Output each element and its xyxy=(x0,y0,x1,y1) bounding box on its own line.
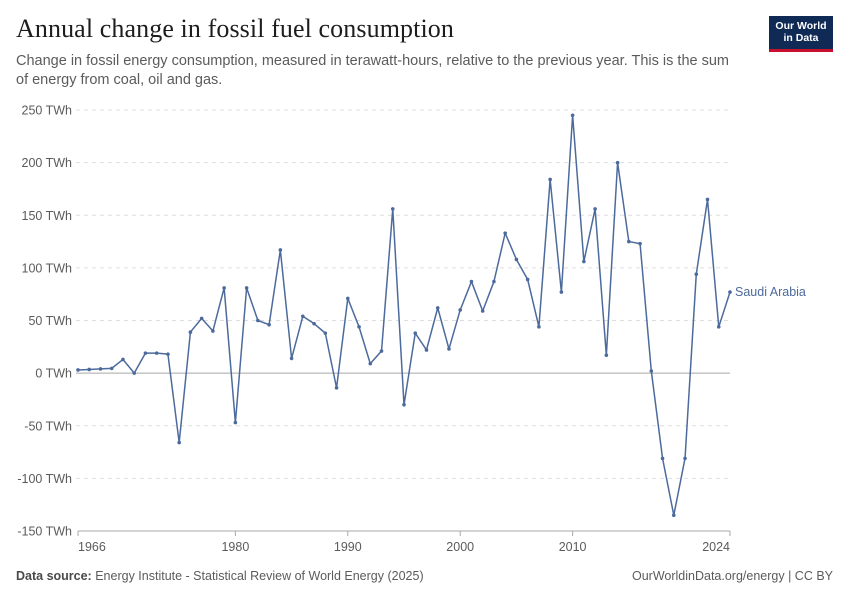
data-point[interactable] xyxy=(121,357,125,362)
data-point[interactable] xyxy=(435,306,440,310)
data-point[interactable] xyxy=(379,349,384,353)
data-point[interactable] xyxy=(593,207,597,211)
data-point[interactable] xyxy=(705,197,710,202)
logo-line-1: Our World xyxy=(775,20,827,32)
chart-title: Annual change in fossil fuel consumption xyxy=(16,14,454,43)
data-point[interactable] xyxy=(357,325,361,329)
data-point[interactable] xyxy=(424,348,429,352)
data-point[interactable] xyxy=(548,177,552,182)
data-point[interactable] xyxy=(76,368,80,372)
y-tick-label: -100 TWh xyxy=(17,472,72,486)
y-tick-label: 150 TWh xyxy=(22,209,73,223)
data-point[interactable] xyxy=(683,456,687,461)
y-tick-label: -50 TWh xyxy=(24,419,72,433)
chart-subtitle: Change in fossil energy consumption, mea… xyxy=(16,53,730,88)
data-point[interactable] xyxy=(109,366,114,371)
data-point[interactable] xyxy=(458,308,463,312)
data-point[interactable] xyxy=(413,331,418,335)
data-point[interactable] xyxy=(177,440,181,445)
x-tick-label: 2010 xyxy=(559,540,587,554)
y-axis-ticks: -150 TWh -100 TWh -50 TWh 0 TWh 50 TWh 100 TW… xyxy=(17,104,72,539)
series-layer[interactable]: Saudi Arabia xyxy=(76,113,806,518)
data-point[interactable] xyxy=(188,330,193,334)
data-point[interactable] xyxy=(368,361,373,366)
data-point[interactable] xyxy=(278,248,283,252)
x-tick-label: 2024 xyxy=(702,540,730,554)
data-point[interactable] xyxy=(728,290,732,294)
y-tick-label: 50 TWh xyxy=(28,314,72,328)
data-point[interactable] xyxy=(390,207,395,211)
data-point[interactable] xyxy=(649,369,654,373)
data-point[interactable] xyxy=(402,402,406,407)
data-point[interactable] xyxy=(132,371,137,375)
data-point[interactable] xyxy=(334,386,339,390)
data-point[interactable] xyxy=(604,353,609,358)
data-point[interactable] xyxy=(87,367,92,372)
data-point[interactable] xyxy=(638,241,642,246)
data-point[interactable] xyxy=(154,351,159,355)
y-tick-label: 100 TWh xyxy=(22,261,73,275)
logo-line-2: in Data xyxy=(783,32,819,44)
data-point[interactable] xyxy=(143,351,148,355)
data-point[interactable] xyxy=(627,239,631,244)
data-source-link[interactable]: Energy Institute - Statistical Review of… xyxy=(95,569,424,583)
data-point[interactable] xyxy=(615,160,620,165)
data-point[interactable] xyxy=(503,231,507,235)
data-point[interactable] xyxy=(582,259,586,264)
line-chart: -150 TWh -100 TWh -50 TWh 0 TWh 50 TWh 100 TW… xyxy=(17,104,806,555)
data-point[interactable] xyxy=(199,316,204,321)
data-point[interactable] xyxy=(671,513,676,518)
y-tick-label: 250 TWh xyxy=(22,104,73,118)
data-source: Data source: Energy Institute - Statisti… xyxy=(16,569,424,583)
data-point[interactable] xyxy=(447,347,451,351)
data-point[interactable] xyxy=(559,290,564,294)
data-point[interactable] xyxy=(301,314,305,319)
data-point[interactable] xyxy=(570,113,575,118)
data-point[interactable] xyxy=(716,325,721,329)
data-point[interactable] xyxy=(323,331,328,335)
data-point[interactable] xyxy=(244,286,249,290)
x-tick-label: 1966 xyxy=(78,540,106,554)
x-tick-label: 1980 xyxy=(221,540,249,554)
data-point[interactable] xyxy=(525,277,530,282)
data-point[interactable] xyxy=(211,329,215,333)
data-point[interactable] xyxy=(694,272,699,276)
data-point[interactable] xyxy=(166,352,170,356)
y-tick-label: 0 TWh xyxy=(35,367,72,381)
data-point[interactable] xyxy=(289,356,294,361)
data-point[interactable] xyxy=(492,279,496,284)
data-source-label: Data source: xyxy=(16,569,92,583)
data-point[interactable] xyxy=(267,322,271,327)
data-point[interactable] xyxy=(480,309,485,313)
owid-logo[interactable]: Our World in Data xyxy=(769,16,833,52)
data-point[interactable] xyxy=(660,456,665,461)
data-point[interactable] xyxy=(345,296,350,301)
series-line-saudi-arabia[interactable] xyxy=(77,114,731,516)
data-point[interactable] xyxy=(98,367,103,371)
y-tick-label: 200 TWh xyxy=(22,156,73,170)
series-label: Saudi Arabia xyxy=(735,285,806,299)
y-tick-label: -150 TWh xyxy=(17,525,72,539)
data-point[interactable] xyxy=(312,321,316,326)
data-point[interactable] xyxy=(256,318,260,323)
data-point[interactable] xyxy=(469,279,474,284)
data-point[interactable] xyxy=(537,325,541,329)
x-axis-ticks: 1966 1980 1990 2000 2010 2024 xyxy=(77,531,731,554)
data-point[interactable] xyxy=(514,257,519,262)
data-point[interactable] xyxy=(222,286,226,290)
x-tick-label: 2000 xyxy=(446,540,474,554)
x-tick-label: 1990 xyxy=(334,540,362,554)
data-point[interactable] xyxy=(233,420,238,425)
grid-lines xyxy=(76,109,730,532)
site-credit-link[interactable]: OurWorldinData.org/energy | CC BY xyxy=(631,569,833,583)
